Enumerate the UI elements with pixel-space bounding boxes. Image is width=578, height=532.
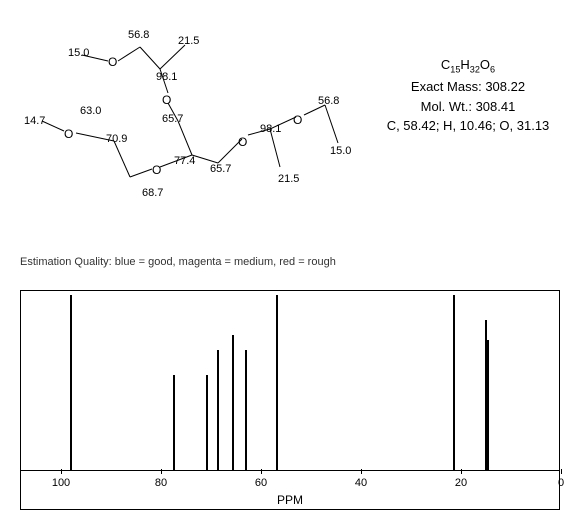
quality-legend: Estimation Quality: blue = good, magenta… (20, 256, 336, 268)
tick-label: 40 (355, 477, 367, 489)
composition: C, 58.42; H, 10.46; O, 31.13 (368, 116, 568, 136)
axis-title: PPM (277, 493, 303, 507)
shift-label: 98.1 (260, 123, 281, 135)
oxygen-atom: O (152, 163, 161, 177)
shift-label: 15.0 (330, 145, 351, 157)
tick-label: 80 (155, 477, 167, 489)
tick-label: 20 (455, 477, 467, 489)
axis-tick (161, 469, 162, 474)
shift-label: 63.0 (80, 105, 101, 117)
mol-wt: Mol. Wt.: 308.41 (368, 97, 568, 117)
shift-label: 56.8 (128, 29, 149, 41)
oxygen-atom: O (108, 55, 117, 69)
tick-label: 100 (52, 477, 70, 489)
tick-label: 60 (255, 477, 267, 489)
molecular-structure: 15.0 56.8 21.5 98.1 14.7 63.0 70.9 65.7 77.4 65.7… (20, 15, 360, 215)
shift-label: 15.0 (68, 47, 89, 59)
axis-tick (61, 469, 62, 474)
shift-label: 21.5 (278, 173, 299, 185)
axis-tick (461, 469, 462, 474)
shift-label: 65.7 (210, 163, 231, 175)
x-axis: PPM 020406080100 (21, 469, 559, 509)
oxygen-atom: O (162, 93, 171, 107)
oxygen-atom: O (64, 127, 73, 141)
shift-label: 77.4 (174, 155, 195, 167)
nmr-peak (173, 375, 175, 470)
nmr-peak (276, 295, 278, 470)
nmr-peak (487, 340, 489, 470)
nmr-spectrum: PPM 020406080100 (20, 290, 560, 510)
nmr-peak (217, 350, 219, 470)
nmr-peak (453, 295, 455, 470)
axis-tick (561, 469, 562, 474)
tick-label: 0 (558, 477, 564, 489)
shift-label: 70.9 (106, 133, 127, 145)
shift-label: 98.1 (156, 71, 177, 83)
compound-info: C15H32O6 Exact Mass: 308.22 Mol. Wt.: 30… (368, 55, 568, 136)
shift-label: 14.7 (24, 115, 45, 127)
nmr-peak (245, 350, 247, 470)
shift-label: 56.8 (318, 95, 339, 107)
axis-tick (361, 469, 362, 474)
oxygen-atom: O (293, 113, 302, 127)
oxygen-atom: O (238, 135, 247, 149)
nmr-peak (70, 295, 72, 470)
shift-label: 21.5 (178, 35, 199, 47)
shift-label: 65.7 (162, 113, 183, 125)
nmr-peak (206, 375, 208, 470)
chart-area (21, 291, 559, 471)
formula: C15H32O6 (368, 55, 568, 77)
nmr-peak (232, 335, 234, 470)
axis-tick (261, 469, 262, 474)
exact-mass: Exact Mass: 308.22 (368, 77, 568, 97)
shift-label: 68.7 (142, 187, 163, 199)
